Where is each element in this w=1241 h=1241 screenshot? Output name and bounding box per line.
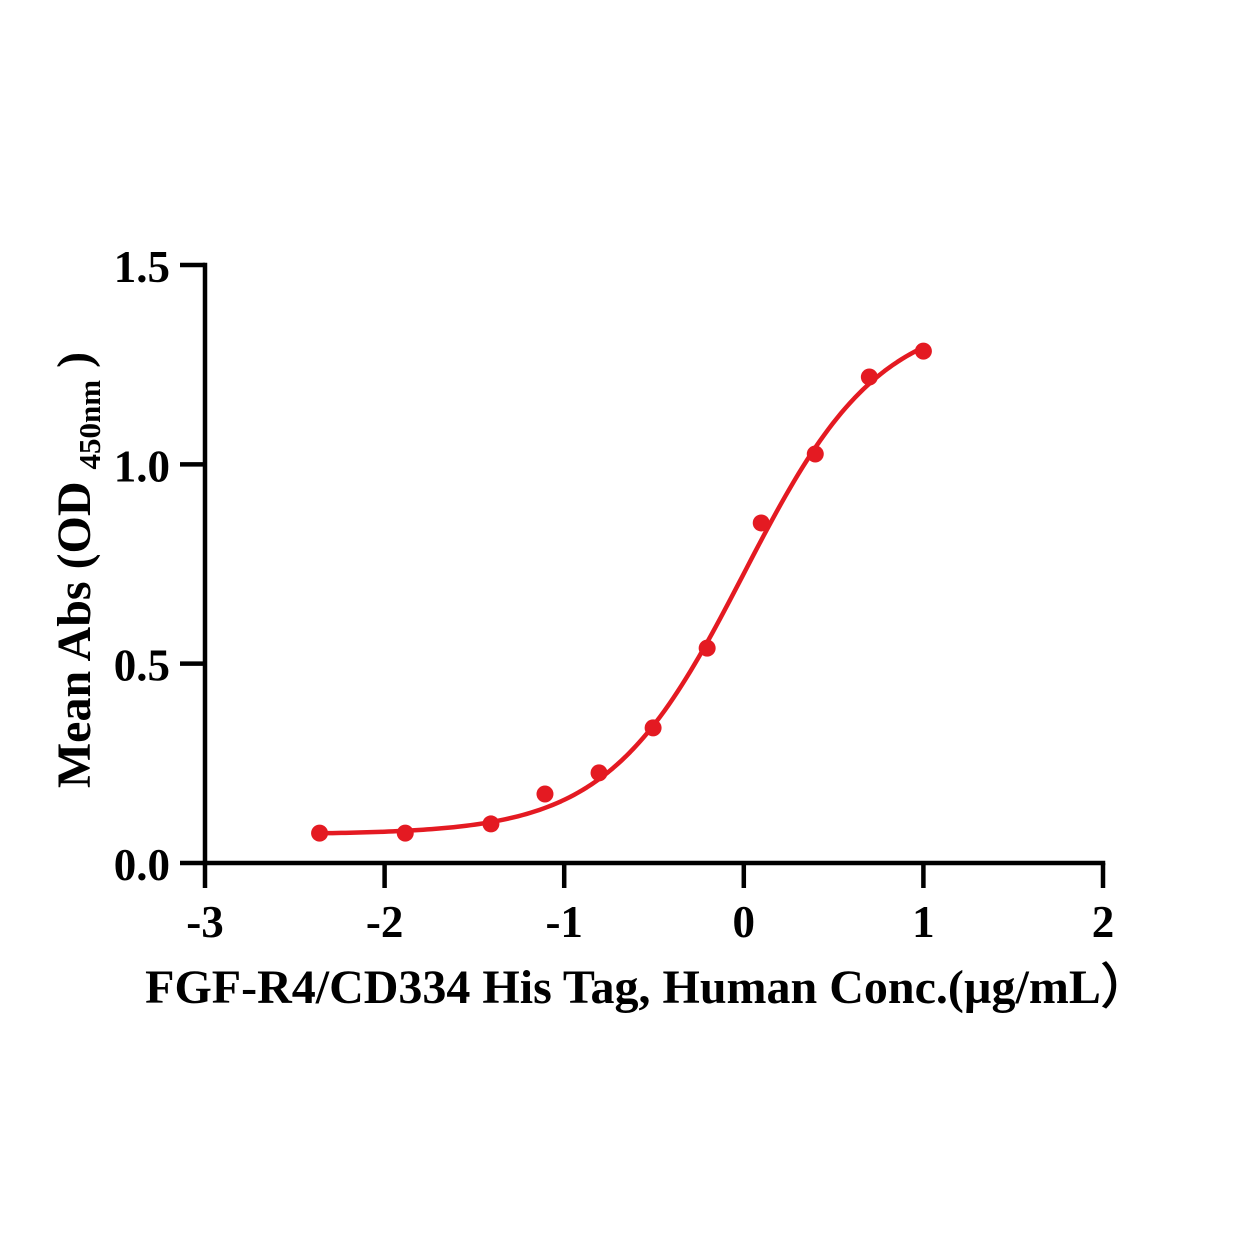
data-point bbox=[482, 815, 500, 833]
y-axis-title-suffix: ) bbox=[48, 352, 101, 368]
y-axis-title: Mean Abs (OD 450nm ) bbox=[48, 352, 111, 788]
x-tick-label: -1 bbox=[545, 897, 583, 947]
data-point bbox=[752, 514, 770, 532]
axes-layer: -3 -2 -1 0 1 2 0.0 0.5 1.0 1.5 bbox=[114, 242, 1115, 947]
x-tick-label: 0 bbox=[733, 897, 756, 947]
x-tick-label: -3 bbox=[186, 897, 224, 947]
data-point bbox=[644, 719, 662, 737]
data-point bbox=[311, 824, 329, 842]
y-tick-label: 0.5 bbox=[114, 641, 170, 691]
data-point bbox=[536, 785, 554, 803]
y-tick-label: 0.0 bbox=[114, 840, 170, 890]
y-tick-label: 1.5 bbox=[114, 242, 170, 292]
data-point bbox=[590, 764, 608, 782]
fit-curve-layer bbox=[317, 345, 926, 836]
data-point bbox=[806, 445, 824, 463]
x-tick-label: -2 bbox=[366, 897, 404, 947]
data-point bbox=[860, 368, 878, 386]
x-tick-label: 2 bbox=[1092, 897, 1115, 947]
fit-curve bbox=[317, 345, 926, 836]
x-tick-label: 1 bbox=[912, 897, 935, 947]
y-axis-title-prefix: Mean Abs (OD bbox=[48, 481, 101, 788]
data-point bbox=[396, 824, 414, 842]
data-points-layer bbox=[311, 342, 932, 842]
data-point bbox=[698, 639, 716, 657]
x-axis-title: FGF-R4/CD334 His Tag, Human Conc.(µg/mL） bbox=[145, 961, 1149, 1014]
data-point bbox=[914, 342, 932, 360]
y-tick-label: 1.0 bbox=[114, 441, 170, 491]
y-axis-title-subscript: 450nm bbox=[72, 380, 107, 470]
